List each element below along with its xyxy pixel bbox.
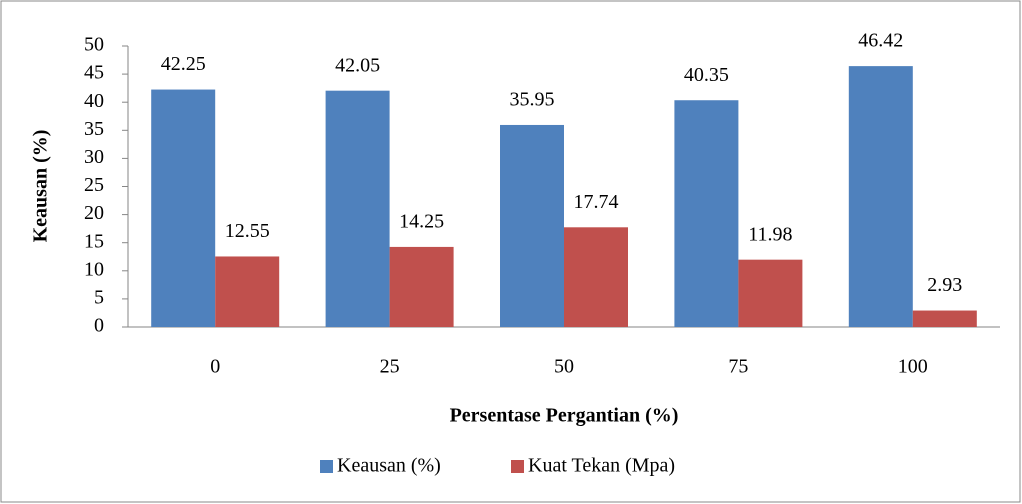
data-label: 42.05 <box>335 54 380 76</box>
bar <box>151 89 216 328</box>
data-label: 40.35 <box>684 64 729 86</box>
legend-label: Kuat Tekan (Mpa) <box>528 455 675 477</box>
legend-label: Keausan (%) <box>337 455 441 477</box>
bar <box>848 66 913 327</box>
y-axis-title: Keausan (%) <box>30 130 52 243</box>
legend-swatch <box>511 460 524 473</box>
bar <box>215 256 280 327</box>
y-tick-label: 35 <box>84 118 104 140</box>
bar <box>325 90 390 327</box>
bar <box>674 100 739 327</box>
data-label: 46.42 <box>858 30 903 52</box>
bar <box>500 124 564 327</box>
legend-swatch <box>320 460 333 473</box>
y-tick-label: 40 <box>84 90 104 112</box>
x-tick-label: 0 <box>210 356 220 378</box>
x-tick-label: 50 <box>554 356 574 378</box>
y-tick-label: 30 <box>84 146 104 168</box>
data-label: 11.98 <box>748 223 792 245</box>
x-tick-label: 100 <box>898 356 928 378</box>
y-tick-label: 10 <box>84 258 104 280</box>
x-tick-label: 25 <box>380 356 400 378</box>
data-label: 2.93 <box>927 274 962 296</box>
bar <box>738 259 803 327</box>
y-tick-label: 45 <box>84 62 104 84</box>
y-tick-label: 25 <box>84 174 104 196</box>
data-label: 42.25 <box>161 53 206 75</box>
y-tick-label: 5 <box>94 286 104 308</box>
data-label: 35.95 <box>510 89 555 111</box>
bar <box>564 227 628 327</box>
x-tick-label: 75 <box>728 356 748 378</box>
bar <box>389 246 454 327</box>
y-tick-label: 20 <box>84 202 104 224</box>
x-axis-title: Persentase Pergantian (%) <box>450 405 679 427</box>
y-tick-label: 50 <box>84 34 104 56</box>
bar <box>912 310 977 327</box>
data-label: 12.55 <box>225 220 270 242</box>
y-tick-label: 15 <box>84 230 104 252</box>
data-label: 17.74 <box>574 191 619 213</box>
y-tick-label: 0 <box>94 315 104 337</box>
data-label: 14.25 <box>399 211 444 233</box>
